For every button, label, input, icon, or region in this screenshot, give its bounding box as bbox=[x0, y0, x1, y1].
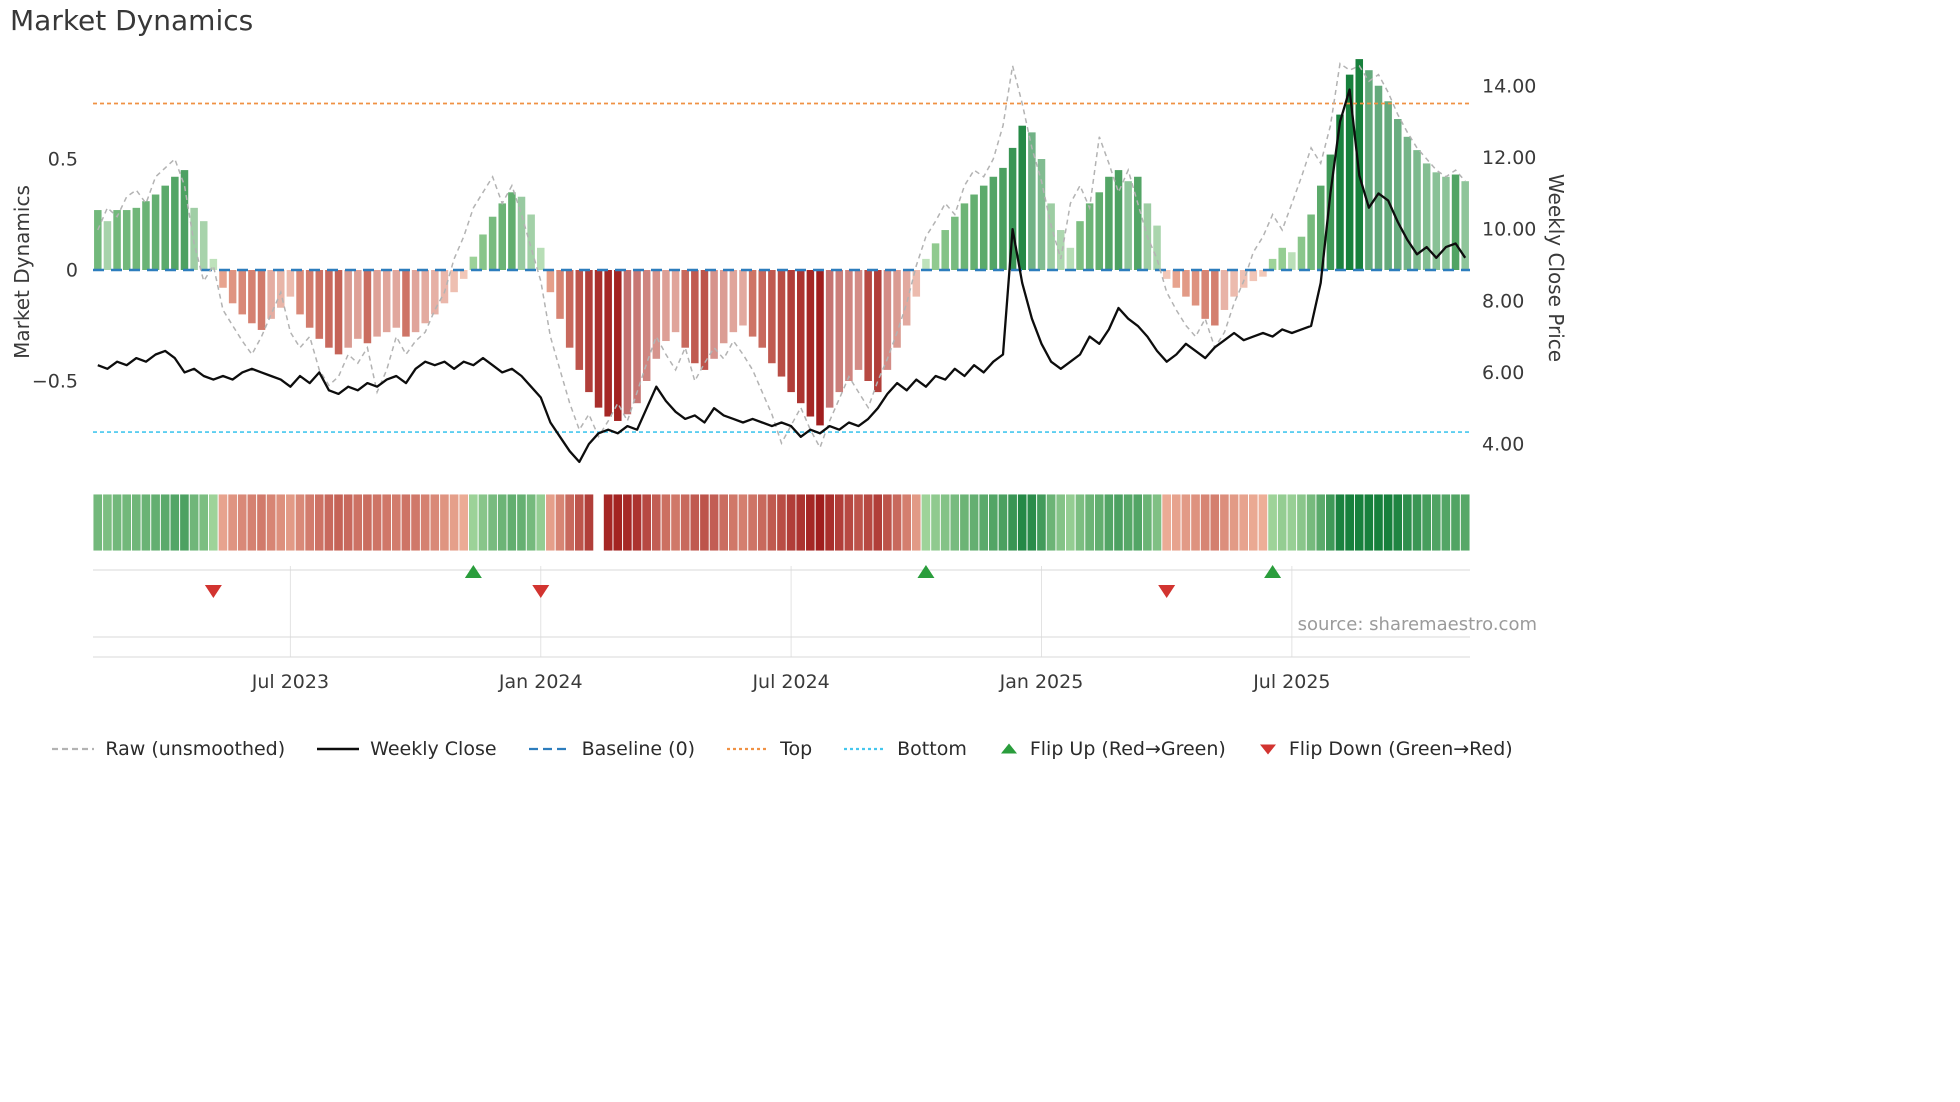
flip-down-swatch-icon bbox=[1259, 744, 1276, 755]
svg-text:0.5: 0.5 bbox=[48, 149, 78, 171]
oscillator-bars bbox=[94, 59, 1469, 426]
svg-text:14.00: 14.00 bbox=[1482, 76, 1536, 98]
bottom-swatch-icon bbox=[844, 747, 887, 751]
chart-title: Market Dynamics bbox=[10, 4, 254, 37]
left-tick-labels: 0.5 0 −0.5 bbox=[32, 149, 78, 393]
market-dynamics-chart: 0.5 0 −0.5 14.00 12.00 10.00 8.00 6.00 4.00 Jul 2… bbox=[32, 59, 1536, 693]
right-tick-labels: 14.00 12.00 10.00 8.00 6.00 4.00 bbox=[1482, 76, 1536, 456]
legend-label-flip-down: Flip Down (Green→Red) bbox=[1288, 738, 1513, 760]
weekly-close-swatch-icon bbox=[317, 747, 360, 751]
legend-label-bottom: Bottom bbox=[897, 738, 967, 760]
svg-text:−0.5: −0.5 bbox=[32, 371, 78, 393]
svg-text:Jan 2024: Jan 2024 bbox=[498, 671, 583, 693]
legend-label-flip-up: Flip Up (Red→Green) bbox=[1029, 738, 1226, 760]
legend-item-raw: Raw (unsmoothed) bbox=[50, 738, 285, 760]
flip-up-swatch-icon bbox=[1000, 743, 1017, 754]
marker-band-grid bbox=[93, 566, 1470, 658]
svg-text:12.00: 12.00 bbox=[1482, 147, 1536, 169]
baseline-swatch-icon bbox=[528, 747, 571, 751]
legend-item-baseline: Baseline (0) bbox=[527, 738, 696, 760]
svg-text:Jul 2023: Jul 2023 bbox=[251, 671, 329, 693]
legend-item-top: Top bbox=[725, 738, 812, 760]
svg-text:4.00: 4.00 bbox=[1482, 434, 1524, 456]
legend-item-flip-down: Flip Down (Green→Red) bbox=[1256, 738, 1513, 760]
svg-text:10.00: 10.00 bbox=[1482, 219, 1536, 241]
svg-text:Jul 2025: Jul 2025 bbox=[1252, 671, 1330, 693]
flip-up-markers bbox=[464, 565, 1282, 578]
legend-label-raw: Raw (unsmoothed) bbox=[105, 738, 286, 760]
price-line bbox=[97, 88, 1467, 464]
flip-down-markers bbox=[204, 585, 1176, 598]
raw-line bbox=[97, 62, 1466, 450]
legend-label-top: Top bbox=[780, 738, 813, 760]
svg-text:6.00: 6.00 bbox=[1482, 362, 1524, 384]
legend-item-flip-up: Flip Up (Red→Green) bbox=[997, 738, 1226, 760]
legend-item-bottom: Bottom bbox=[842, 738, 967, 760]
raw-swatch-icon bbox=[52, 747, 95, 751]
source-attribution: source: sharemaestro.com bbox=[1297, 614, 1537, 635]
svg-text:8.00: 8.00 bbox=[1482, 290, 1524, 312]
legend-item-weekly-close: Weekly Close bbox=[315, 738, 497, 760]
chart-legend: Raw (unsmoothed) Weekly Close Baseline (0)… bbox=[52, 738, 1513, 760]
x-tick-labels: Jul 2023 Jan 2024 Jul 2024 Jan 2025 Jul 2025 bbox=[251, 671, 1331, 693]
svg-text:Jul 2024: Jul 2024 bbox=[751, 671, 829, 693]
legend-label-baseline: Baseline (0) bbox=[581, 738, 696, 760]
top-swatch-icon bbox=[727, 747, 770, 751]
heatmap-strip bbox=[92, 493, 1471, 552]
svg-text:0: 0 bbox=[66, 260, 78, 282]
svg-text:Jan 2025: Jan 2025 bbox=[999, 671, 1084, 693]
legend-label-weekly-close: Weekly Close bbox=[370, 738, 497, 760]
